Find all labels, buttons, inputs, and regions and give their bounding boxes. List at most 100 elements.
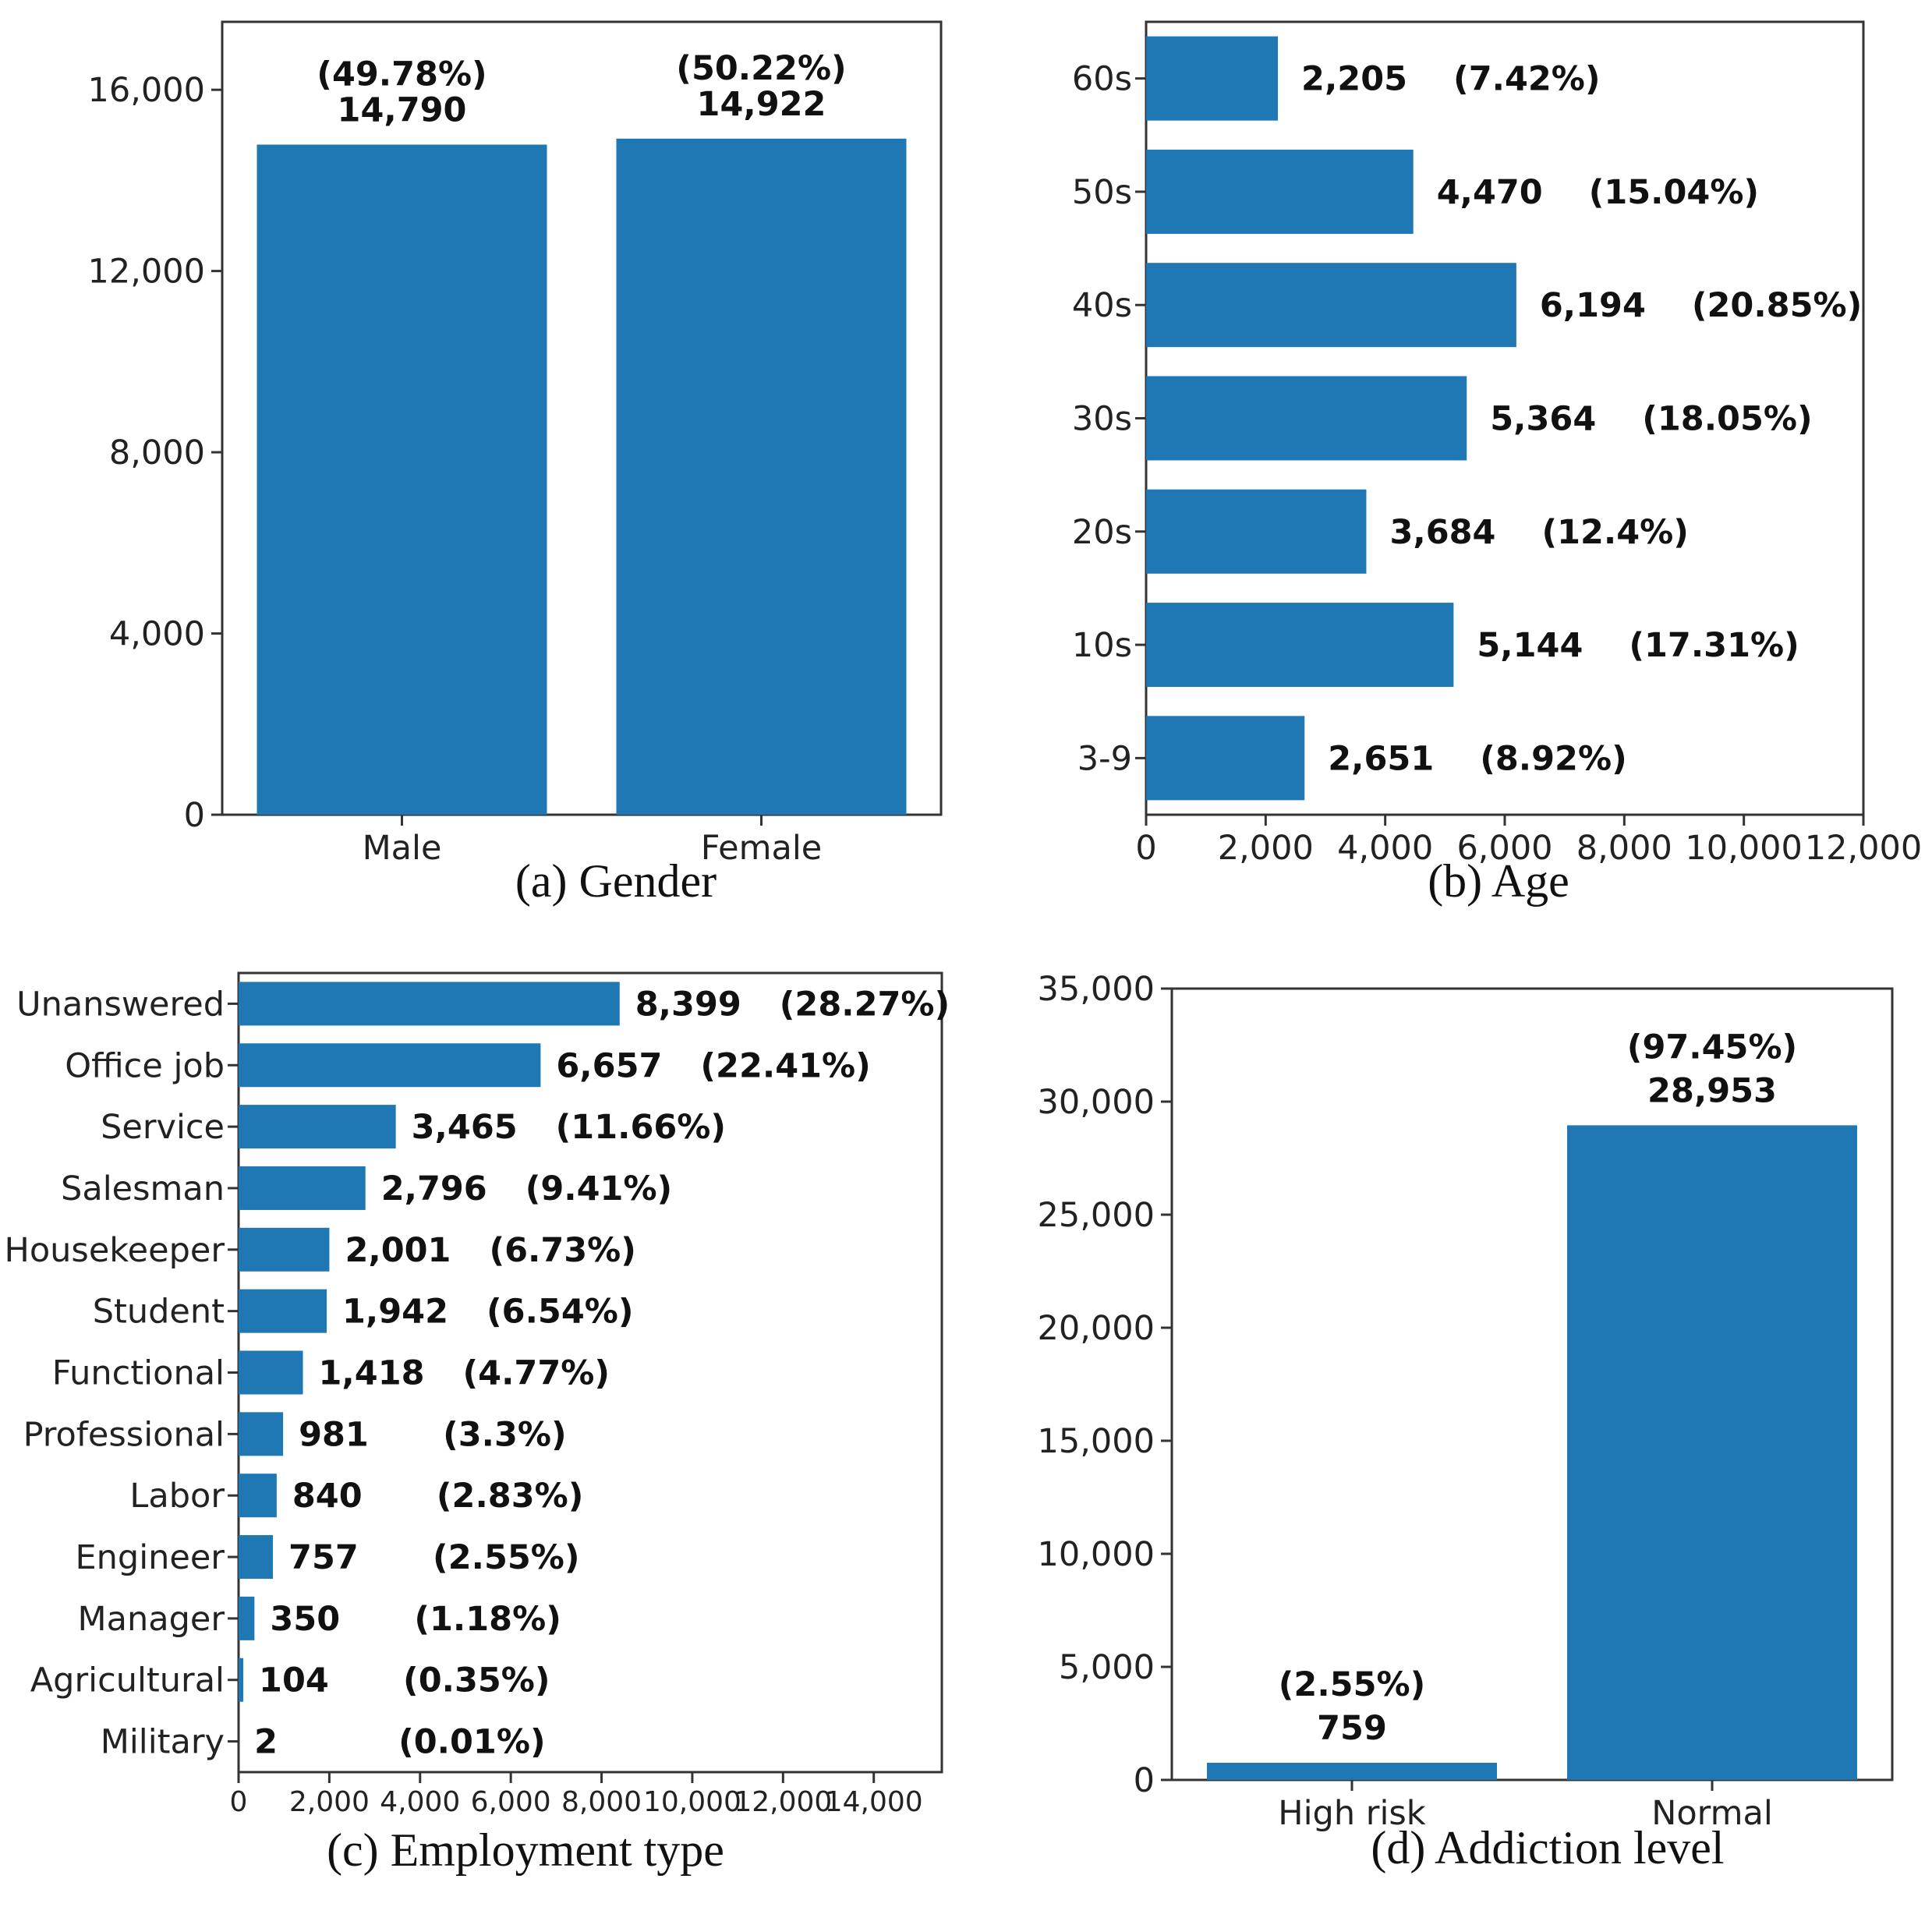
y-tick-label: 60s	[1072, 60, 1132, 99]
value-label: 14,790	[338, 90, 467, 129]
value-label: 2,651	[1328, 739, 1434, 778]
value-label: 5,144	[1477, 626, 1583, 665]
y-tick-label: Salesman	[61, 1169, 225, 1208]
bar-40s	[1146, 263, 1516, 348]
y-tick-label: Professional	[23, 1415, 225, 1454]
percent-label: (2.55%)	[1279, 1665, 1425, 1704]
value-label: 14,922	[697, 85, 826, 124]
y-tick-label: 40s	[1072, 286, 1132, 325]
percent-label: (9.41%)	[525, 1169, 672, 1208]
y-tick-label: 0	[1134, 1761, 1155, 1800]
x-tick-label: 4,000	[1337, 829, 1433, 868]
bar-engineer	[239, 1535, 274, 1580]
y-tick-label: Unanswered	[16, 985, 225, 1024]
bar-10s	[1146, 603, 1454, 688]
y-tick-label: 15,000	[1038, 1422, 1155, 1461]
x-tick-label: 6,000	[471, 1786, 551, 1818]
y-tick-label: 10s	[1072, 626, 1132, 665]
y-tick-label: 4,000	[109, 615, 205, 654]
value-label: 28,953	[1647, 1071, 1777, 1110]
y-tick-label: 12,000	[88, 253, 205, 292]
bar-20s	[1146, 489, 1367, 574]
y-tick-label: Housekeeper	[5, 1231, 225, 1270]
percent-label: (7.42%)	[1453, 60, 1600, 99]
bar-male	[257, 144, 547, 815]
x-tick-label: 2,000	[1218, 829, 1314, 868]
value-label: 3,684	[1389, 513, 1495, 552]
x-tick-label: 6,000	[1456, 829, 1552, 868]
percent-label: (49.78%)	[317, 55, 487, 94]
x-tick-label: Normal	[1651, 1794, 1773, 1833]
plot-frame	[1170, 987, 1894, 1781]
x-tick-label: Male	[363, 829, 442, 868]
percent-label: (12.4%)	[1541, 513, 1688, 552]
value-label: 759	[1317, 1709, 1387, 1748]
value-label: 757	[288, 1538, 359, 1577]
y-tick-label: 5,000	[1059, 1648, 1155, 1687]
y-tick-label: Military	[101, 1723, 225, 1762]
percent-label: (18.05%)	[1642, 400, 1812, 439]
value-label: 840	[292, 1477, 363, 1516]
y-tick-label: 0	[184, 796, 205, 835]
bar-female	[616, 138, 907, 816]
percent-label: (1.18%)	[414, 1600, 561, 1639]
percent-label: (17.31%)	[1629, 626, 1799, 665]
x-tick-label: High risk	[1278, 1794, 1426, 1833]
bar-high-risk	[1207, 1762, 1497, 1780]
y-tick-label: 3-9	[1077, 739, 1132, 778]
value-label: 2	[254, 1723, 278, 1762]
y-tick-label: 50s	[1072, 173, 1132, 212]
bar-housekeeper	[239, 1227, 330, 1272]
bar-normal	[1567, 1125, 1857, 1780]
bar-professional	[239, 1412, 284, 1456]
y-tick-label: Student	[93, 1293, 225, 1332]
y-tick-label: Manager	[78, 1600, 225, 1639]
bar-3-9	[1146, 716, 1305, 801]
value-label: 1,942	[342, 1293, 448, 1332]
bar-50s	[1146, 149, 1414, 234]
value-label: 104	[259, 1661, 329, 1700]
percent-label: (4.77%)	[463, 1354, 610, 1393]
x-tick-label: 14,000	[825, 1786, 923, 1818]
x-tick-label: Female	[701, 829, 822, 868]
chart-caption: (c) Employment type	[327, 1824, 724, 1876]
y-tick-label: 16,000	[88, 71, 205, 110]
bar-functional	[239, 1350, 303, 1395]
plot-frame	[221, 20, 943, 816]
percent-label: (28.27%)	[780, 985, 950, 1024]
y-tick-label: 20,000	[1038, 1309, 1155, 1348]
chart-caption: (a) Gender	[515, 855, 717, 907]
bar-60s	[1146, 36, 1279, 121]
bar-office-job	[239, 1043, 541, 1088]
x-tick-label: 8,000	[1576, 829, 1672, 868]
value-label: 8,399	[635, 985, 741, 1024]
value-label: 350	[270, 1600, 340, 1639]
percent-label: (6.54%)	[487, 1293, 633, 1332]
chart-caption: (d) Addiction level	[1371, 1822, 1724, 1873]
percent-label: (6.73%)	[489, 1231, 635, 1270]
y-tick-label: 10,000	[1038, 1535, 1155, 1574]
value-label: 981	[299, 1415, 369, 1454]
value-label: 2,001	[345, 1231, 451, 1270]
bar-agricultural	[239, 1658, 244, 1702]
y-tick-label: 30s	[1072, 400, 1132, 439]
bar-salesman	[239, 1166, 366, 1210]
bar-student	[239, 1289, 327, 1333]
percent-label: (8.92%)	[1480, 739, 1626, 778]
y-tick-label: Labor	[129, 1477, 225, 1516]
x-tick-label: 0	[1135, 829, 1156, 868]
y-tick-label: 35,000	[1038, 970, 1155, 1009]
value-label: 5,364	[1490, 400, 1596, 439]
addiction-chart: 0 5,000 10,000 15,000 20,000 25,000 30,000 35,0…	[1038, 970, 1894, 1873]
y-tick-label: Agricultural	[30, 1661, 225, 1700]
x-tick-label: 10,000	[1685, 829, 1802, 868]
percent-label: (0.01%)	[398, 1723, 545, 1762]
value-label: 6,194	[1540, 286, 1646, 325]
y-tick-label: 20s	[1072, 513, 1132, 552]
value-label: 3,465	[412, 1108, 518, 1147]
x-tick-label: 2,000	[289, 1786, 370, 1818]
bar-manager	[239, 1596, 255, 1640]
value-label: 2,205	[1301, 60, 1407, 99]
percent-label: (0.35%)	[403, 1661, 550, 1700]
